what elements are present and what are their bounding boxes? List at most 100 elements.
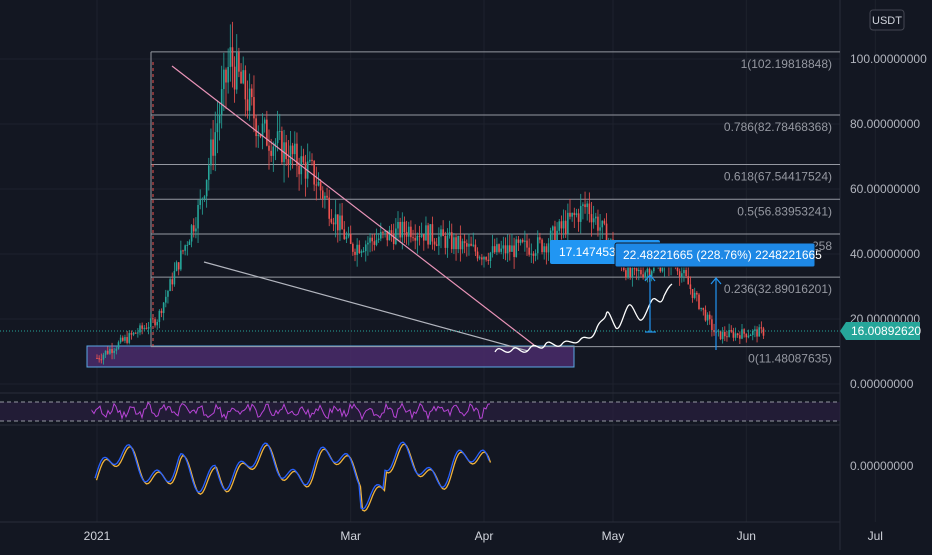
- price-range-measure[interactable]: [644, 274, 722, 350]
- current-price-tag: [840, 322, 920, 340]
- candle-body: [167, 290, 169, 297]
- candle-body: [450, 232, 453, 250]
- candle-body: [192, 225, 195, 232]
- candle-body: [539, 237, 541, 240]
- candle-body: [661, 266, 664, 272]
- candle-body: [560, 221, 563, 229]
- upper-trendline[interactable]: [171, 65, 535, 346]
- candle-body: [513, 245, 515, 257]
- candle-body: [517, 239, 520, 243]
- candle-body: [364, 244, 367, 252]
- candle-body: [564, 220, 567, 234]
- candle-body: [554, 226, 556, 244]
- candle-body: [696, 292, 698, 295]
- candle-body: [349, 234, 352, 244]
- candle-body: [440, 229, 442, 237]
- measure-label-right: 22.48221665 (228.76%) 2248221665: [623, 248, 822, 262]
- candle-body: [416, 235, 419, 241]
- candle-body: [375, 239, 378, 245]
- candle-body: [177, 262, 180, 270]
- candle-body: [220, 89, 223, 115]
- candle-body: [147, 326, 150, 329]
- candle-body: [584, 204, 586, 208]
- candle-body: [536, 237, 539, 254]
- candle-body: [599, 227, 601, 231]
- candle-body: [212, 139, 214, 156]
- candle-body: [420, 234, 423, 237]
- candle-body: [259, 134, 262, 137]
- candle-body: [358, 244, 361, 253]
- candle-body: [242, 70, 244, 84]
- candle-body: [541, 239, 543, 253]
- measure-label-right-box: [614, 242, 816, 268]
- candle-body: [311, 159, 313, 161]
- candle-body: [152, 318, 154, 320]
- candle-body: [700, 307, 702, 309]
- candle-body: [704, 309, 707, 321]
- candle-body: [472, 244, 475, 246]
- candle-body: [401, 221, 404, 238]
- candle-body: [678, 271, 681, 277]
- candle-body: [681, 273, 683, 277]
- candle-body: [603, 220, 606, 224]
- candle-body: [229, 47, 232, 67]
- candle-body: [405, 231, 408, 237]
- support-zone[interactable]: [86, 345, 575, 368]
- candle-body: [481, 257, 483, 260]
- candle-body: [354, 251, 356, 255]
- candle-body: [285, 142, 287, 160]
- candle-body: [257, 134, 260, 137]
- candle-body: [266, 119, 268, 146]
- candle-body: [399, 221, 401, 238]
- candle-body: [122, 337, 124, 341]
- candle-body: [558, 221, 561, 231]
- candle-body: [751, 330, 754, 336]
- candle-body: [128, 333, 131, 343]
- candle-body: [631, 268, 634, 278]
- candle-body: [380, 231, 382, 239]
- candle-body: [132, 332, 135, 335]
- price-tick-label: 40.00000000: [850, 247, 920, 261]
- candle-body: [160, 310, 163, 314]
- candle-body: [115, 348, 118, 351]
- candle-body: [154, 319, 156, 326]
- candle-body: [162, 302, 165, 314]
- currency-badge[interactable]: [869, 9, 905, 31]
- candle-body: [648, 268, 651, 277]
- candle-body: [384, 230, 386, 233]
- candle-body: [711, 319, 713, 331]
- candle-body: [545, 246, 548, 253]
- candle-body: [263, 119, 266, 124]
- candle-body: [343, 229, 346, 240]
- candle-body: [238, 52, 240, 72]
- candle-body: [524, 240, 526, 242]
- candle-body: [134, 332, 137, 334]
- candle-body: [124, 337, 126, 341]
- candle-body: [691, 289, 694, 298]
- price-tick-label: 100.00000000: [850, 52, 927, 66]
- lower-trendline[interactable]: [203, 261, 529, 352]
- candle-body: [491, 246, 494, 253]
- price-axis[interactable]: 120.00000000 100.00000000 80.00000000 60.00…: [850, 0, 927, 391]
- candle-body: [500, 248, 502, 252]
- candle-body: [341, 215, 343, 230]
- candle-body: [392, 234, 395, 245]
- candle-body: [726, 336, 728, 338]
- time-axis[interactable]: 2021MarAprMayJunJulAug28: [84, 529, 932, 543]
- candle-body: [330, 218, 333, 223]
- candle-body: [233, 66, 236, 90]
- candle-body: [455, 237, 457, 250]
- candle-body: [313, 160, 315, 185]
- candle-body: [218, 114, 221, 124]
- fibonacci-retracement[interactable]: 1(102.19818848) 0.786(82.78468368) 0.618(6…: [150, 51, 840, 366]
- candle-body: [309, 159, 311, 162]
- candle-body: [521, 239, 524, 242]
- price-tick-label: 120.00000000: [850, 0, 927, 1]
- candle-body: [633, 268, 636, 270]
- candle-body: [476, 251, 479, 259]
- fib-level-label: 258: [812, 239, 832, 253]
- candle-body: [511, 245, 513, 252]
- candle-body: [412, 237, 414, 239]
